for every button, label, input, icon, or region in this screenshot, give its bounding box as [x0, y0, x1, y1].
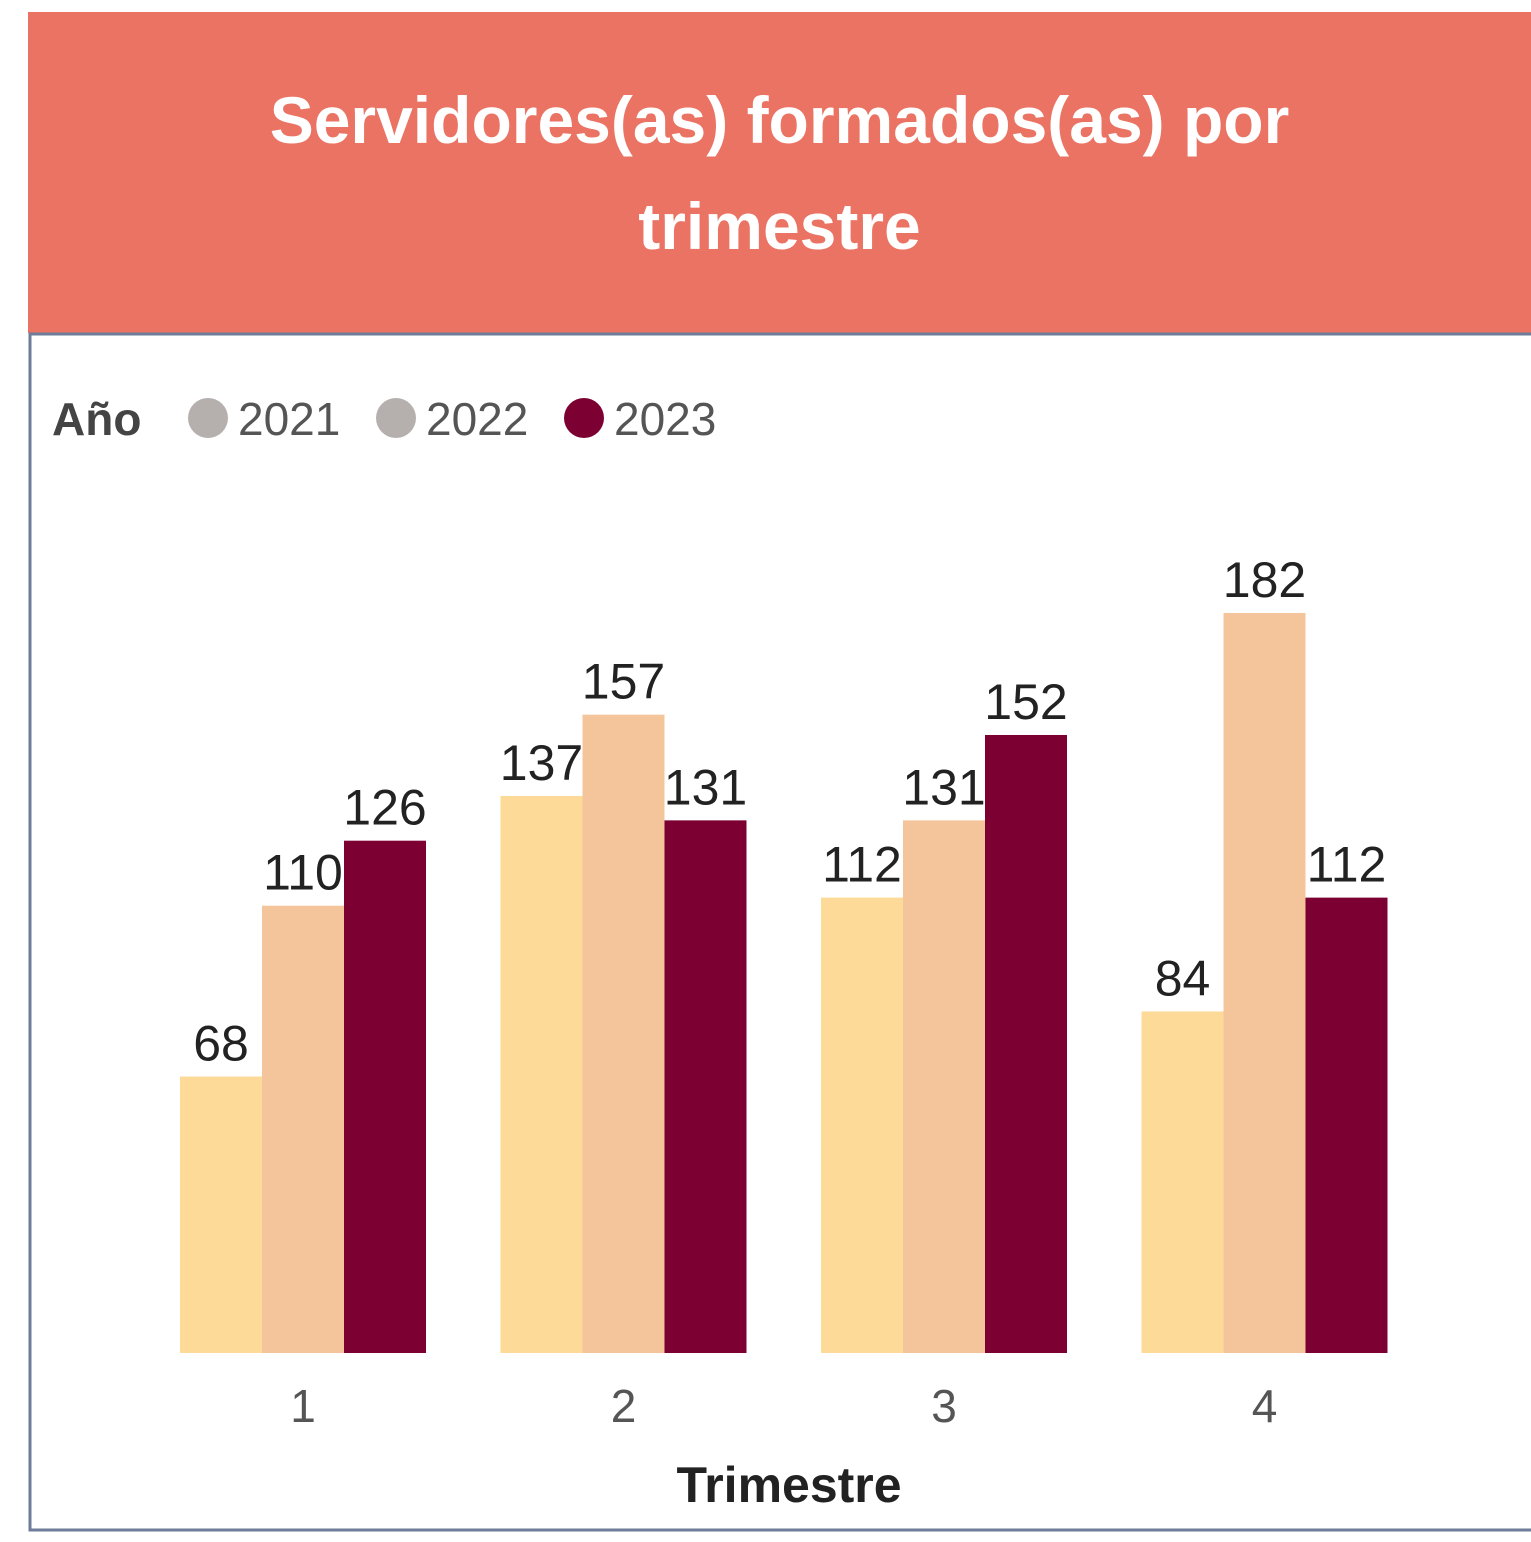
data-label: 131 [902, 759, 985, 815]
bar [500, 795, 583, 1353]
bar [903, 820, 985, 1353]
x-tick-label: 3 [931, 1380, 957, 1432]
legend-label: 2022 [426, 393, 528, 445]
bar [985, 734, 1067, 1353]
data-label: 112 [822, 837, 902, 893]
bar [262, 905, 344, 1353]
x-tick-label: 2 [611, 1380, 637, 1432]
x-tick-label: 1 [290, 1380, 316, 1432]
x-tick-label: 4 [1252, 1380, 1278, 1432]
legend-label: 2023 [614, 393, 716, 445]
bar [664, 820, 747, 1353]
bar [582, 714, 665, 1353]
bar [180, 1076, 262, 1353]
data-label: 157 [582, 654, 665, 710]
bar [1141, 1011, 1224, 1353]
data-label: 137 [500, 735, 583, 791]
data-label: 182 [1223, 552, 1306, 608]
bar [344, 840, 426, 1353]
data-label: 131 [664, 759, 747, 815]
legend-label: 2021 [238, 393, 340, 445]
legend-marker [376, 398, 416, 438]
bar [821, 897, 903, 1353]
panel-border [28, 332, 1531, 1532]
data-label: 152 [984, 674, 1067, 730]
bar [1223, 613, 1306, 1353]
data-label: 126 [343, 780, 426, 836]
legend-title: Año [52, 393, 141, 445]
data-label: 112 [1307, 837, 1387, 893]
bar [1305, 897, 1388, 1353]
legend-marker [188, 398, 228, 438]
data-label: 110 [263, 845, 343, 901]
header: Servidores(as) formados(as) por trimestr… [28, 12, 1531, 333]
chart-title: Servidores(as) formados(as) por trimestr… [269, 82, 1290, 263]
data-label: 84 [1155, 950, 1211, 1006]
legend-marker [564, 398, 604, 438]
data-label: 68 [193, 1016, 249, 1072]
x-axis-title: Trimestre [676, 1457, 901, 1513]
